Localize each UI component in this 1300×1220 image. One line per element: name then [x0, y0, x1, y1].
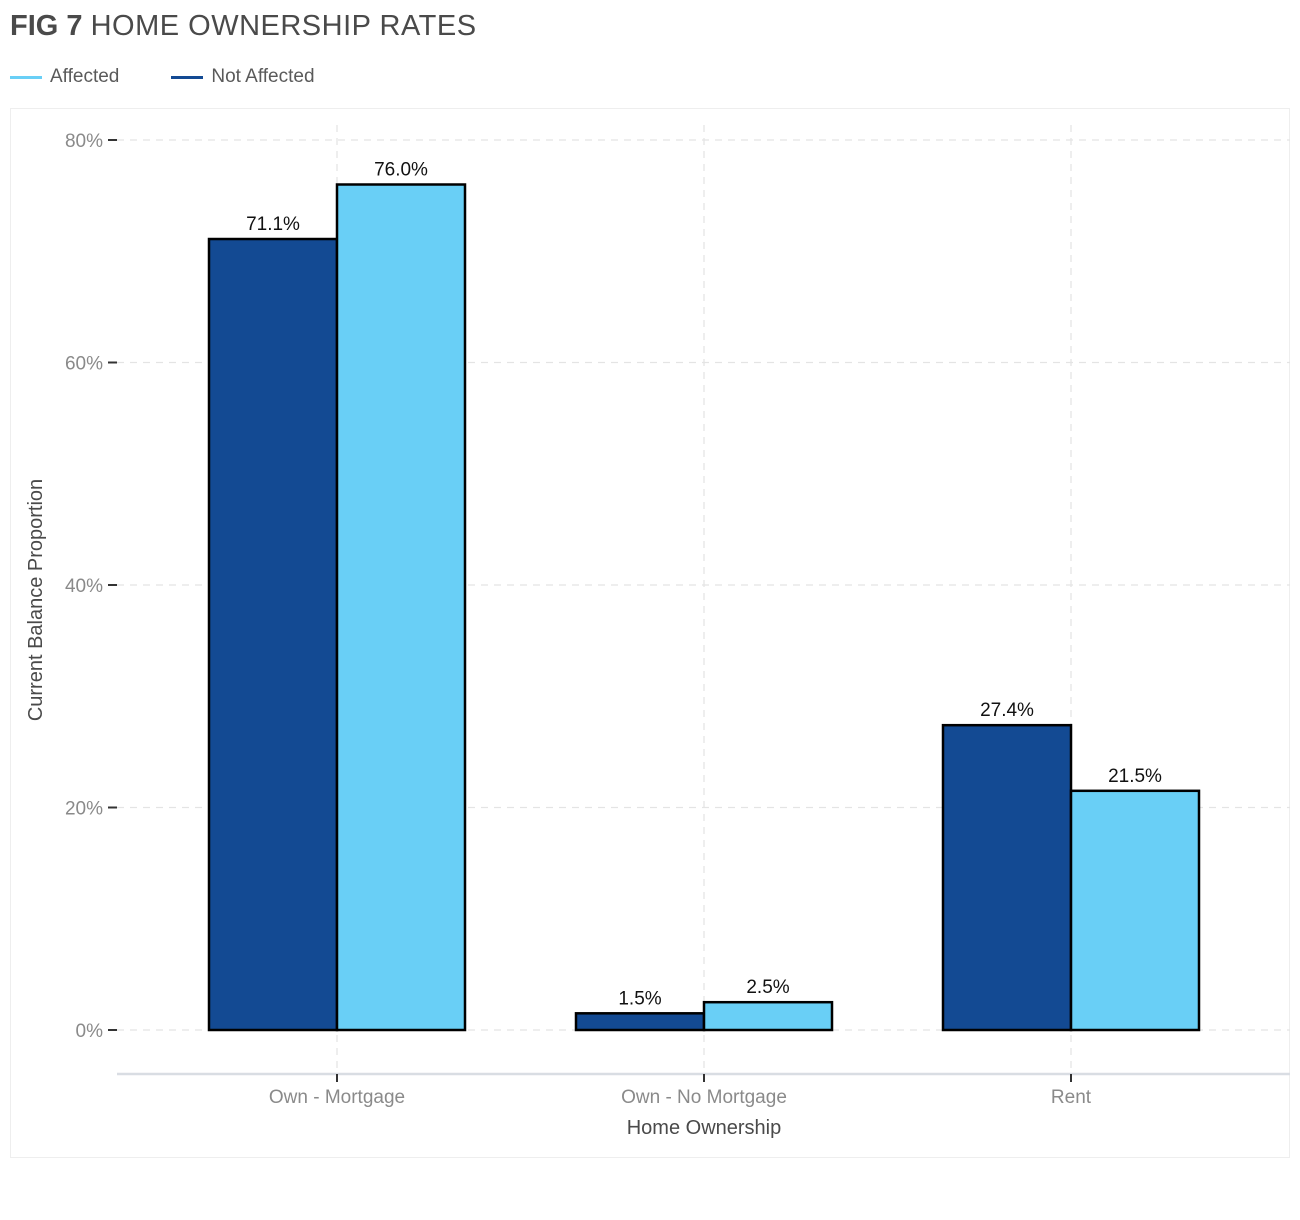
y-axis-title: Current Balance Proportion	[25, 479, 47, 721]
x-tick-label: Own - Mortgage	[269, 1087, 405, 1108]
data-label-not-affected-own-mortgage: 71.1%	[246, 214, 300, 235]
legend-label-affected: Affected	[50, 66, 120, 87]
legend-swatch-affected	[10, 75, 42, 79]
y-tick-label: 80%	[65, 131, 103, 152]
x-tick-label: Own - No Mortgage	[621, 1087, 787, 1108]
figure-title-text: HOME OWNERSHIP RATES	[90, 10, 477, 42]
data-label-not-affected-rent: 27.4%	[980, 700, 1034, 721]
x-tick-label: Rent	[1051, 1087, 1092, 1108]
legend-label-not-affected: Not Affected	[211, 66, 315, 87]
bar-not-affected-own-mortgage	[207, 237, 339, 1032]
legend: Affected Not Affected	[10, 64, 367, 90]
bar-not-affected-rent	[941, 723, 1073, 1032]
y-tick-label: 20%	[65, 799, 103, 820]
data-label-affected-own-no-mortgage: 2.5%	[746, 977, 789, 998]
y-tick-label: 40%	[65, 576, 103, 597]
y-tick-label: 0%	[76, 1021, 104, 1042]
bar-affected-rent	[1069, 789, 1201, 1032]
bar-affected-own-mortgage	[335, 183, 467, 1032]
legend-item-not-affected: Not Affected	[171, 66, 315, 88]
data-label-not-affected-own-no-mortgage: 1.5%	[618, 988, 661, 1009]
figure-title: FIG 7 HOME OWNERSHIP RATES	[10, 10, 477, 43]
legend-item-affected: Affected	[10, 66, 119, 88]
figure-number: FIG 7	[10, 10, 83, 42]
y-tick-label: 60%	[65, 354, 103, 375]
data-label-affected-rent: 21.5%	[1108, 766, 1162, 787]
legend-swatch-not-affected	[171, 75, 204, 79]
data-label-affected-own-mortgage: 76.0%	[374, 160, 428, 181]
chart-panel	[10, 108, 1290, 1158]
x-axis-title: Home Ownership	[627, 1117, 782, 1139]
bar-affected-own-no-mortgage	[702, 1000, 834, 1032]
bar-not-affected-own-no-mortgage	[574, 1012, 706, 1032]
